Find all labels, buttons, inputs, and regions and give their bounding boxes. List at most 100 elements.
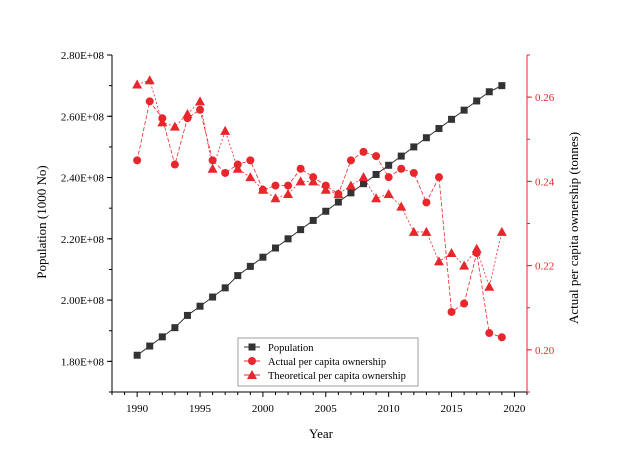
data-point-population <box>209 293 217 301</box>
data-point-population <box>473 97 481 105</box>
data-point-theoretical-per-capita-ownership <box>270 193 281 203</box>
data-point-theoretical-per-capita-ownership <box>207 163 218 173</box>
data-point-population <box>297 226 305 234</box>
x-tick-label: 2005 <box>315 403 338 415</box>
legend-marker <box>248 343 256 351</box>
data-point-actual-per-capita-ownership <box>447 307 456 316</box>
data-point-theoretical-per-capita-ownership <box>157 117 168 127</box>
data-point-population <box>347 189 355 197</box>
legend-marker <box>247 370 257 379</box>
data-point-actual-per-capita-ownership <box>497 333 506 342</box>
data-point-actual-per-capita-ownership <box>284 181 293 190</box>
y-right-tick-label: 0.22 <box>535 261 554 273</box>
data-point-actual-per-capita-ownership <box>221 168 230 177</box>
data-point-theoretical-per-capita-ownership <box>371 193 382 203</box>
data-point-actual-per-capita-ownership <box>422 198 431 207</box>
data-point-theoretical-per-capita-ownership <box>182 108 193 118</box>
data-point-population <box>372 170 380 178</box>
data-point-population <box>322 207 330 215</box>
data-point-population <box>422 134 430 142</box>
y-axis-label-left: Population (1000 No) <box>34 165 49 278</box>
data-point-theoretical-per-capita-ownership <box>132 79 143 89</box>
data-point-actual-per-capita-ownership <box>271 181 280 190</box>
data-point-theoretical-per-capita-ownership <box>245 172 256 182</box>
data-point-actual-per-capita-ownership <box>133 156 142 165</box>
data-point-actual-per-capita-ownership <box>409 168 418 177</box>
data-point-theoretical-per-capita-ownership <box>283 189 294 199</box>
data-point-population <box>221 284 229 292</box>
legend-box <box>237 337 419 387</box>
data-point-theoretical-per-capita-ownership <box>446 247 457 257</box>
data-point-population <box>498 82 506 90</box>
data-point-actual-per-capita-ownership <box>196 105 205 114</box>
data-point-theoretical-per-capita-ownership <box>308 176 319 186</box>
x-tick-label: 2020 <box>503 403 526 415</box>
data-point-theoretical-per-capita-ownership <box>232 163 243 173</box>
y-right-tick-label: 0.24 <box>535 176 555 188</box>
series-line-population <box>136 85 503 356</box>
x-tick-label: 2015 <box>441 403 464 415</box>
y-left-tick-label: 1.80E+08 <box>61 356 105 368</box>
x-tick-label: 1990 <box>126 403 149 415</box>
data-point-actual-per-capita-ownership <box>346 156 355 165</box>
x-tick-label: 1995 <box>189 403 212 415</box>
data-point-population <box>334 198 342 206</box>
data-point-population <box>485 88 493 96</box>
legend-label: Population <box>268 343 314 354</box>
data-point-actual-per-capita-ownership <box>460 299 469 308</box>
series-line-theoretical-per-capita-ownership <box>137 79 503 289</box>
y-right-tick-label: 0.26 <box>535 92 555 104</box>
data-point-theoretical-per-capita-ownership <box>144 75 155 85</box>
data-point-actual-per-capita-ownership <box>296 164 305 173</box>
data-point-actual-per-capita-ownership <box>359 147 368 156</box>
data-point-theoretical-per-capita-ownership <box>358 172 369 182</box>
data-point-population <box>410 143 418 151</box>
data-point-population <box>171 324 179 332</box>
y-left-tick-label: 2.20E+08 <box>61 234 105 246</box>
data-point-actual-per-capita-ownership <box>434 173 443 182</box>
data-point-theoretical-per-capita-ownership <box>295 176 306 186</box>
data-point-population <box>259 253 267 261</box>
series-line-actual-per-capita-ownership <box>136 100 502 338</box>
data-point-population <box>448 115 456 123</box>
data-point-population <box>196 302 204 310</box>
data-point-actual-per-capita-ownership <box>485 329 494 338</box>
data-point-population <box>158 333 166 341</box>
data-point-population <box>271 244 279 252</box>
data-point-theoretical-per-capita-ownership <box>421 226 432 236</box>
data-point-actual-per-capita-ownership <box>372 152 381 161</box>
data-point-actual-per-capita-ownership <box>246 156 255 165</box>
data-point-theoretical-per-capita-ownership <box>257 184 268 194</box>
legend: Population Actual per capita ownership The… <box>237 337 419 387</box>
data-point-theoretical-per-capita-ownership <box>345 180 356 190</box>
data-point-population <box>133 351 141 359</box>
x-axis-label: Year <box>309 426 334 441</box>
data-point-population <box>460 106 468 114</box>
data-point-theoretical-per-capita-ownership <box>396 201 407 211</box>
data-point-theoretical-per-capita-ownership <box>496 226 507 236</box>
data-point-population <box>360 180 368 188</box>
axes: 1990 1995 2000 2005 2010 2015 2020 1.80E+08 2.00… <box>61 50 555 415</box>
y-left-tick-label: 2.80E+08 <box>61 50 105 62</box>
legend-marker <box>248 357 256 365</box>
data-point-theoretical-per-capita-ownership <box>484 281 495 291</box>
data-point-population <box>385 161 393 169</box>
x-tick-label: 2010 <box>378 403 401 415</box>
data-point-actual-per-capita-ownership <box>384 173 393 182</box>
legend-label: Theoretical per capita ownership <box>268 371 406 382</box>
data-point-theoretical-per-capita-ownership <box>459 260 470 270</box>
y-right-tick-label: 0.20 <box>535 345 555 357</box>
data-point-population <box>234 272 242 280</box>
data-point-population <box>183 311 191 319</box>
data-point-actual-per-capita-ownership <box>145 97 154 106</box>
data-point-actual-per-capita-ownership <box>208 156 217 165</box>
y-left-tick-label: 2.60E+08 <box>61 111 105 123</box>
y-left-tick-label: 2.00E+08 <box>61 295 105 307</box>
data-point-population <box>146 342 154 350</box>
data-point-theoretical-per-capita-ownership <box>471 243 482 253</box>
data-point-theoretical-per-capita-ownership <box>383 189 394 199</box>
data-point-theoretical-per-capita-ownership <box>320 184 331 194</box>
y-axis-label-right: Actual per capita ownership (tonnes) <box>566 132 581 324</box>
y-left-tick-label: 2.40E+08 <box>61 173 105 185</box>
